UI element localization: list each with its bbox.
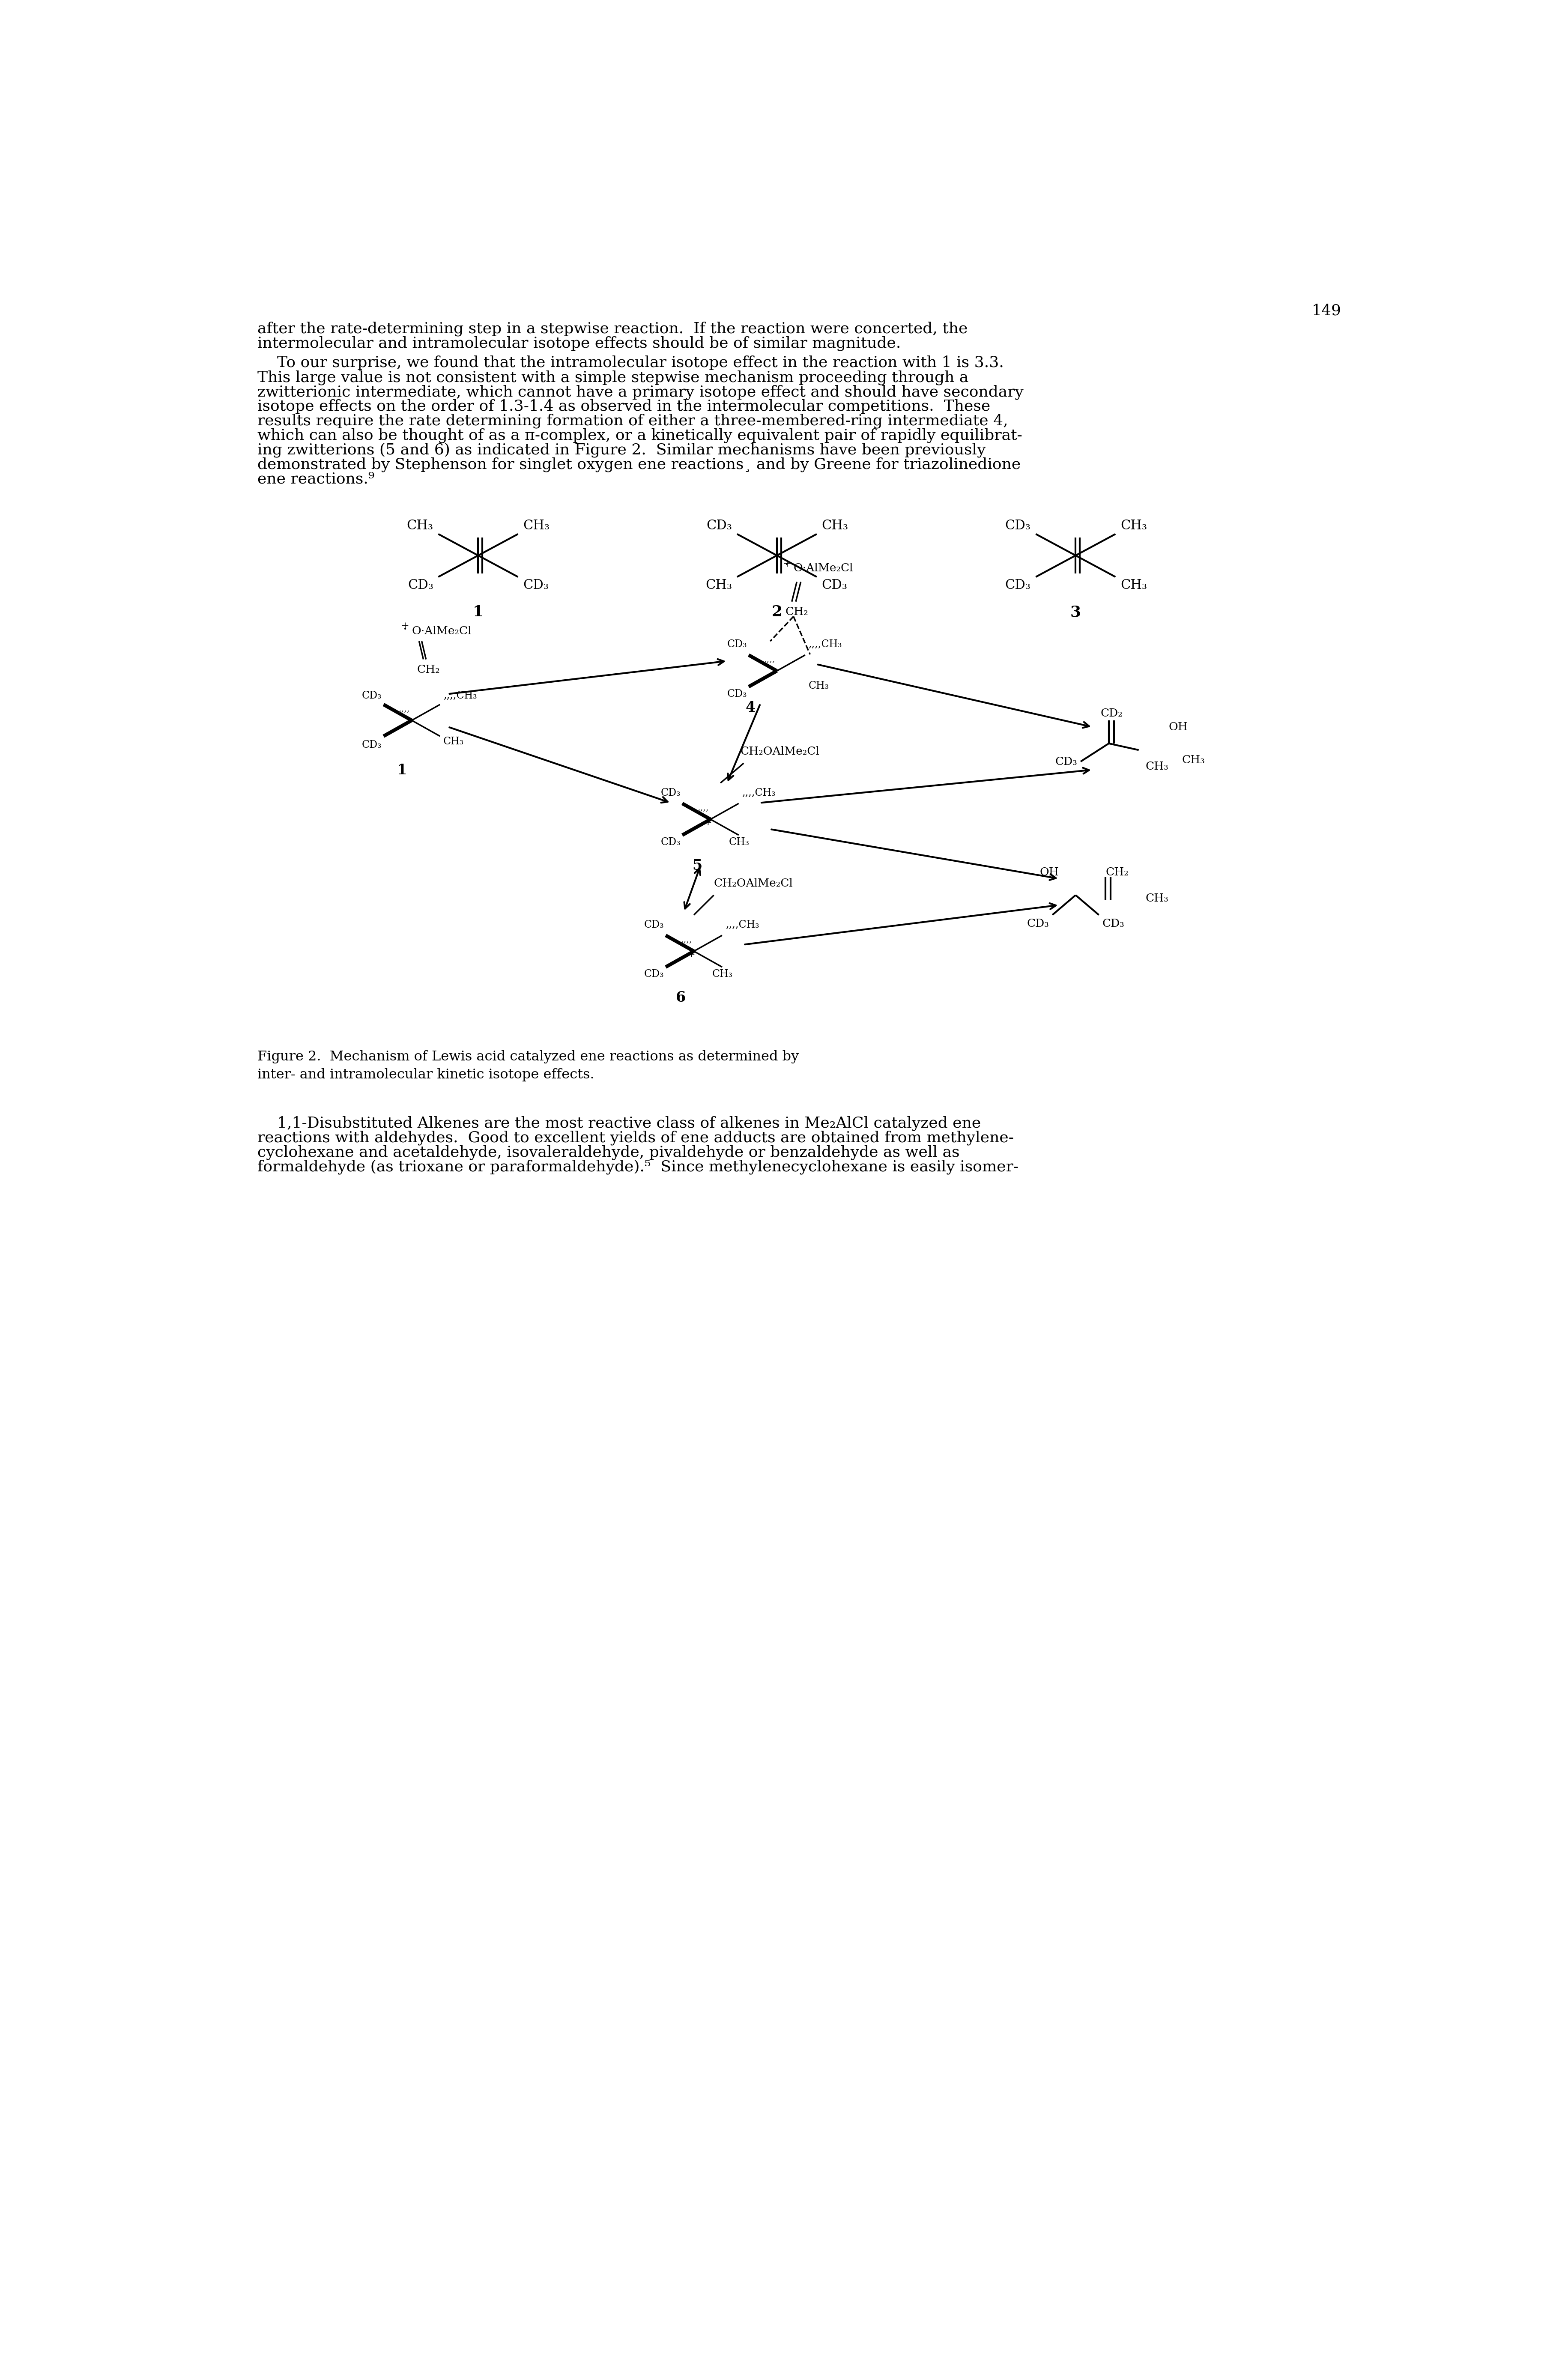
Text: ,,,,: ,,,, xyxy=(764,656,775,663)
Text: To our surprise, we found that the intramolecular isotope effect in the reaction: To our surprise, we found that the intra… xyxy=(257,357,1004,371)
Text: CD₃: CD₃ xyxy=(728,689,746,699)
Text: 5: 5 xyxy=(691,858,702,872)
Text: ,,,,CH₃: ,,,,CH₃ xyxy=(809,639,842,649)
Text: 149: 149 xyxy=(1312,304,1341,319)
Text: CD₃: CD₃ xyxy=(1055,756,1077,768)
Text: +: + xyxy=(401,620,409,632)
Text: This large value is not consistent with a simple stepwise mechanism proceeding t: This large value is not consistent with … xyxy=(257,371,969,385)
Text: +: + xyxy=(687,951,695,960)
Text: 2: 2 xyxy=(771,604,782,620)
Text: CD₃: CD₃ xyxy=(1102,918,1124,929)
Text: ·: · xyxy=(403,623,408,637)
Text: inter- and intramolecular kinetic isotope effects.: inter- and intramolecular kinetic isotop… xyxy=(257,1067,594,1082)
Text: ·: · xyxy=(784,559,789,573)
Text: CD₃: CD₃ xyxy=(408,578,433,592)
Text: ene reactions.⁹: ene reactions.⁹ xyxy=(257,471,375,487)
Text: results require the rate determining formation of either a three-membered-ring i: results require the rate determining for… xyxy=(257,414,1008,428)
Text: CH₃: CH₃ xyxy=(1145,761,1168,773)
Text: CH₃: CH₃ xyxy=(706,578,732,592)
Text: CD₃: CD₃ xyxy=(660,789,681,799)
Text: CD₃: CD₃ xyxy=(660,837,681,846)
Text: 1: 1 xyxy=(397,763,406,777)
Text: CD₃: CD₃ xyxy=(706,518,732,532)
Text: CD₃: CD₃ xyxy=(822,578,847,592)
Text: OH: OH xyxy=(1168,723,1189,732)
Text: ,,,,CH₃: ,,,,CH₃ xyxy=(742,789,776,799)
Text: 4: 4 xyxy=(745,701,756,715)
Text: CH₃: CH₃ xyxy=(1121,518,1148,532)
Text: 6: 6 xyxy=(676,991,685,1005)
Text: CH₃: CH₃ xyxy=(729,837,750,846)
Text: CH₃: CH₃ xyxy=(444,737,464,746)
Text: CH₃: CH₃ xyxy=(822,518,848,532)
Text: CD₃: CD₃ xyxy=(728,639,746,649)
Text: CH₃: CH₃ xyxy=(809,680,829,692)
Text: CH₃: CH₃ xyxy=(1145,894,1168,903)
Text: reactions with aldehydes.  Good to excellent yields of ene adducts are obtained : reactions with aldehydes. Good to excell… xyxy=(257,1131,1014,1146)
Text: 1,1-Disubstituted Alkenes are the most reactive class of alkenes in Me₂AlCl cata: 1,1-Disubstituted Alkenes are the most r… xyxy=(257,1117,982,1131)
Text: CD₃: CD₃ xyxy=(644,970,663,979)
Text: CH₂OAlMe₂Cl: CH₂OAlMe₂Cl xyxy=(740,746,820,756)
Text: CD₃: CD₃ xyxy=(1005,578,1030,592)
Text: O·AlMe₂Cl: O·AlMe₂Cl xyxy=(793,563,853,573)
Text: ,,,,CH₃: ,,,,CH₃ xyxy=(444,692,477,701)
Text: CD₃: CD₃ xyxy=(644,920,663,929)
Text: demonstrated by Stephenson for singlet oxygen ene reactions¸ and by Greene for t: demonstrated by Stephenson for singlet o… xyxy=(257,456,1021,473)
Text: cyclohexane and acetaldehyde, isovaleraldehyde, pivaldehyde or benzaldehyde as w: cyclohexane and acetaldehyde, isovaleral… xyxy=(257,1146,960,1160)
Text: 3: 3 xyxy=(1071,604,1080,620)
Text: +: + xyxy=(704,818,712,827)
Text: CD₃: CD₃ xyxy=(362,692,383,701)
Text: CH₂: CH₂ xyxy=(786,606,809,618)
Text: CD₃: CD₃ xyxy=(362,739,383,751)
Text: O·AlMe₂Cl: O·AlMe₂Cl xyxy=(412,625,472,637)
Text: CD₃: CD₃ xyxy=(524,578,549,592)
Text: CH₃: CH₃ xyxy=(1121,578,1148,592)
Text: intermolecular and intramolecular isotope effects should be of similar magnitude: intermolecular and intramolecular isotop… xyxy=(257,335,902,352)
Text: ,,,,: ,,,, xyxy=(398,704,409,713)
Text: CH₃: CH₃ xyxy=(524,518,549,532)
Text: CH₃: CH₃ xyxy=(712,970,732,979)
Text: ,,,,: ,,,, xyxy=(681,937,691,944)
Text: CH₂: CH₂ xyxy=(1105,868,1129,877)
Text: CH₃: CH₃ xyxy=(406,518,433,532)
Text: CD₃: CD₃ xyxy=(1005,518,1030,532)
Text: ,,,,CH₃: ,,,,CH₃ xyxy=(726,920,759,929)
Text: ing zwitterions (5 and 6) as indicated in Figure 2.  Similar mechanisms have bee: ing zwitterions (5 and 6) as indicated i… xyxy=(257,442,986,456)
Text: 1: 1 xyxy=(472,604,483,620)
Text: which can also be thought of as a π-complex, or a kinetically equivalent pair of: which can also be thought of as a π-comp… xyxy=(257,428,1022,442)
Text: zwitterionic intermediate, which cannot have a primary isotope effect and should: zwitterionic intermediate, which cannot … xyxy=(257,385,1024,399)
Text: formaldehyde (as trioxane or paraformaldehyde).⁵  Since methylenecyclohexane is : formaldehyde (as trioxane or paraformald… xyxy=(257,1160,1019,1174)
Text: +: + xyxy=(782,559,792,568)
Text: isotope effects on the order of 1.3-1.4 as observed in the intermolecular compet: isotope effects on the order of 1.3-1.4 … xyxy=(257,399,991,414)
Text: CD₂: CD₂ xyxy=(1101,708,1123,718)
Text: OH: OH xyxy=(1040,868,1058,877)
Text: CH₂: CH₂ xyxy=(417,663,441,675)
Text: Figure 2.  Mechanism of Lewis acid catalyzed ene reactions as determined by: Figure 2. Mechanism of Lewis acid cataly… xyxy=(257,1051,798,1063)
Text: CH₂OAlMe₂Cl: CH₂OAlMe₂Cl xyxy=(713,877,793,889)
Text: CH₃: CH₃ xyxy=(1182,754,1204,765)
Text: after the rate-determining step in a stepwise reaction.  If the reaction were co: after the rate-determining step in a ste… xyxy=(257,321,967,335)
Text: CD₃: CD₃ xyxy=(1027,918,1049,929)
Text: ,,,,: ,,,, xyxy=(698,803,709,813)
